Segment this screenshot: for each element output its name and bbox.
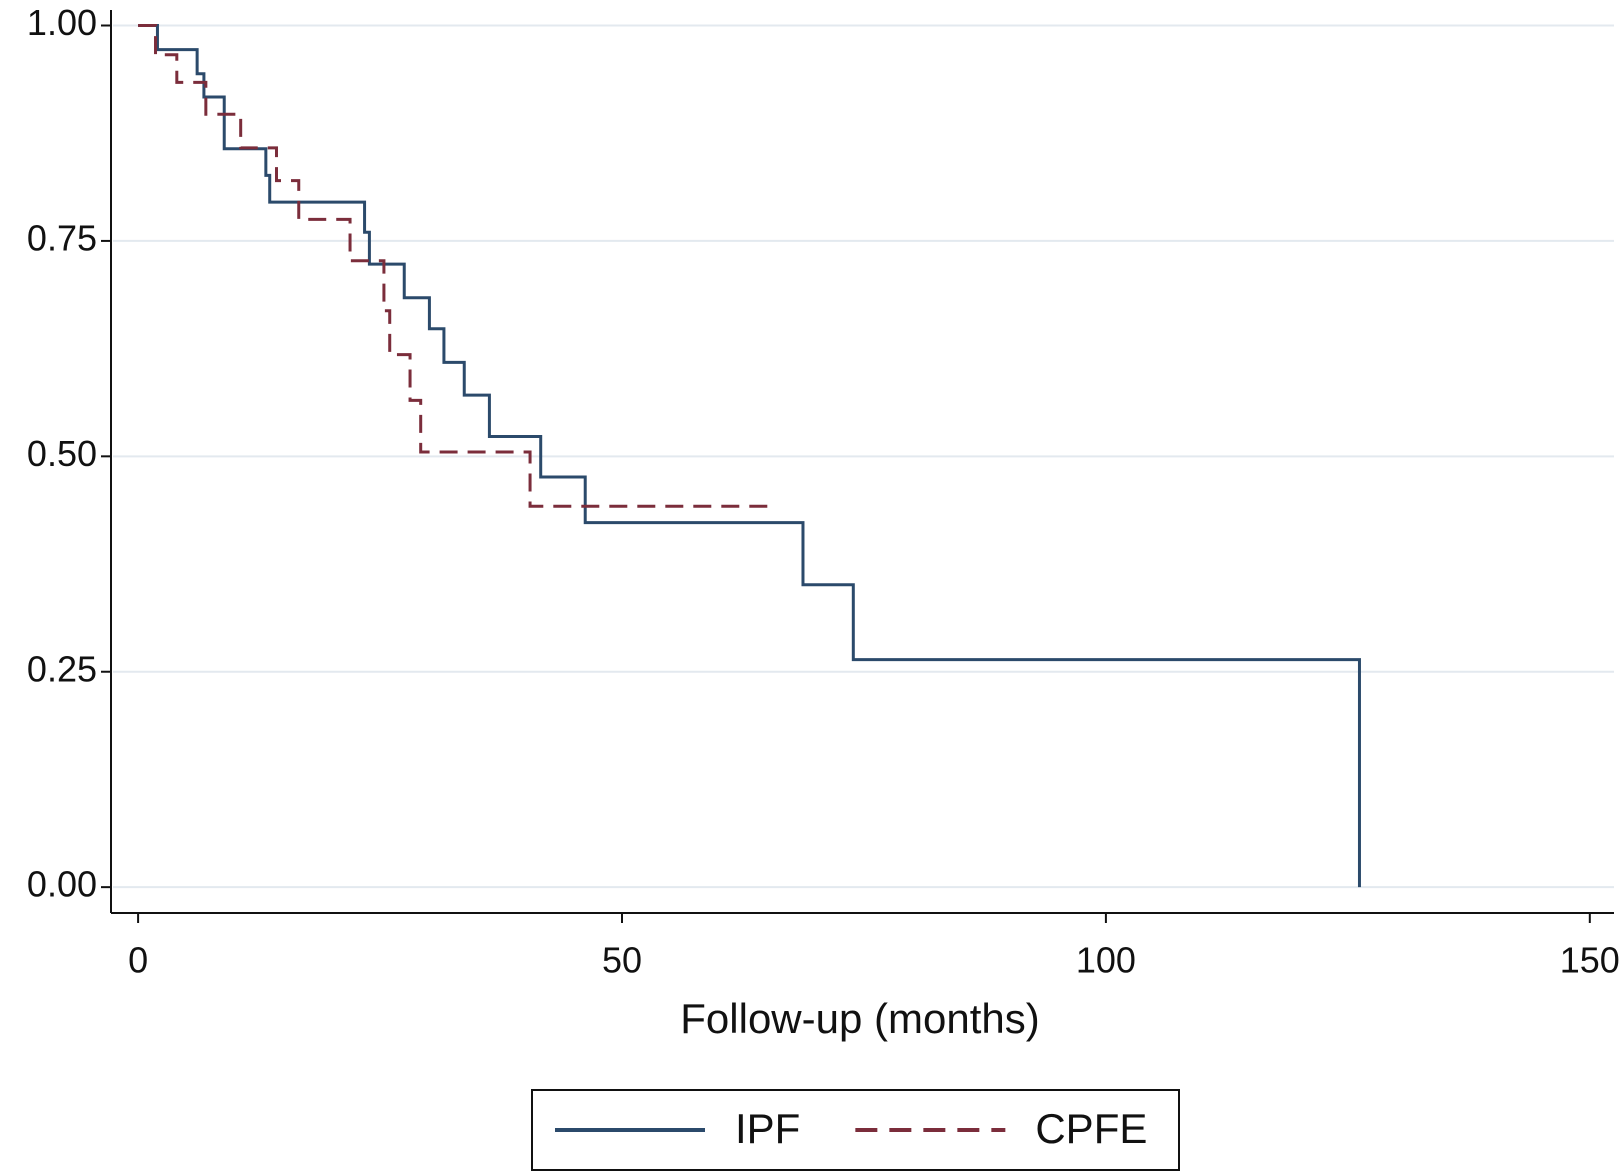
survival-line: [138, 24, 777, 508]
legend-label: CPFE: [1035, 1105, 1147, 1152]
x-tick-label: 150: [1560, 940, 1620, 981]
y-tick-label: 1.00: [27, 2, 97, 43]
y-tick-label: 0.25: [27, 648, 97, 689]
survival-line: [138, 24, 1361, 888]
x-axis-title: Follow-up (months): [680, 995, 1039, 1042]
x-tick-label: 100: [1076, 940, 1136, 981]
y-tick-label: 0.75: [27, 217, 97, 258]
y-tick-label: 0.00: [27, 864, 97, 905]
legend-label: IPF: [735, 1105, 800, 1152]
x-tick-label: 0: [128, 940, 148, 981]
legend-box: [531, 1089, 1180, 1171]
x-tick-label: 50: [602, 940, 642, 981]
y-tick-label: 0.50: [27, 433, 97, 474]
